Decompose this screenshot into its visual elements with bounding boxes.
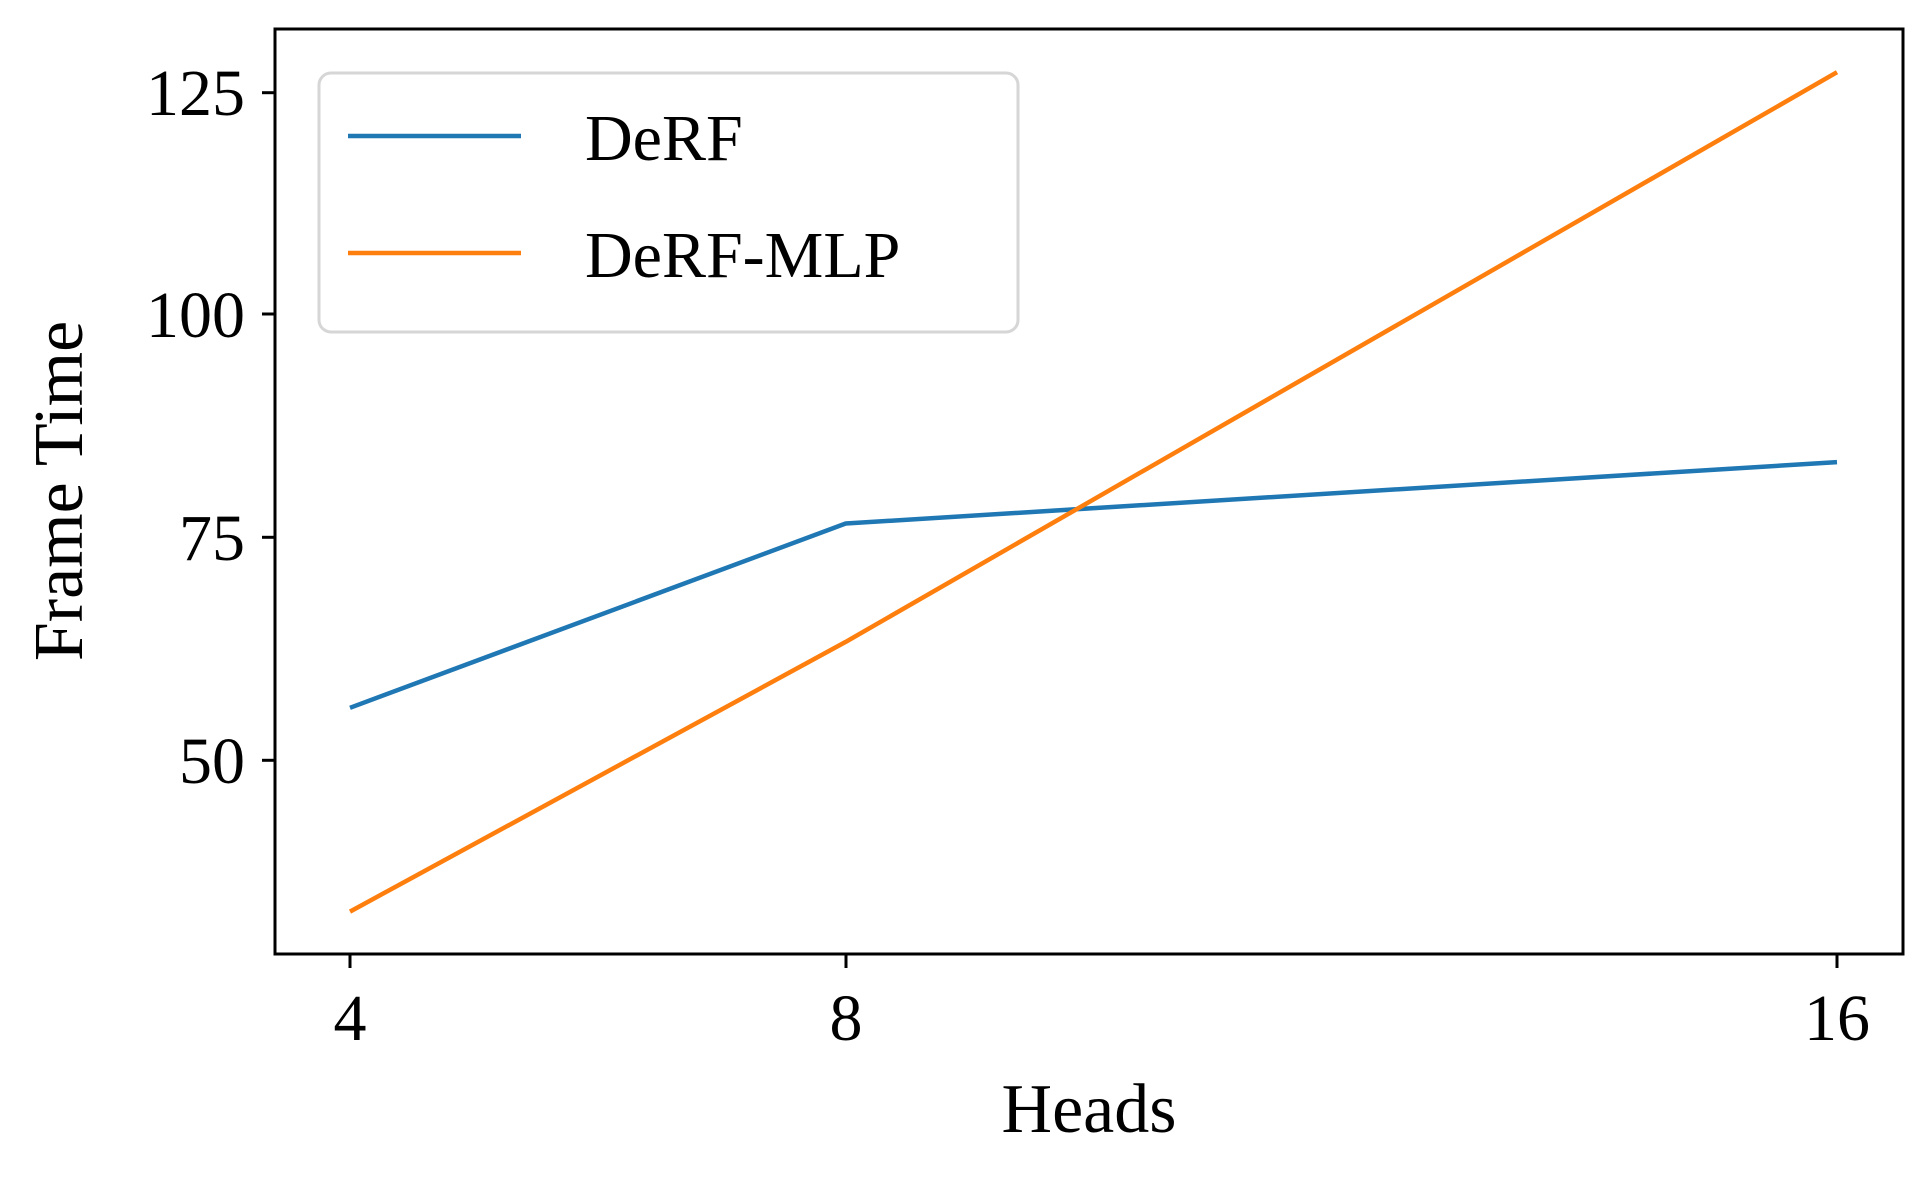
series-line-derf [349,459,1838,710]
series-line-derf-mlp [348,70,1839,914]
y-tick-label-100: 100 [146,279,245,352]
legend: DeRF DeRF-MLP [317,71,1020,334]
y-tick-label-125: 125 [146,57,245,130]
x-tick-label-16: 16 [1804,982,1870,1055]
x-tick-label-4: 4 [334,982,367,1055]
series-layer [348,70,1839,914]
x-tick-label-8: 8 [830,982,863,1055]
y-tick-label-50: 50 [179,725,245,798]
y-axis: 50 75 100 125 [146,57,275,798]
legend-label-derf: DeRF [585,102,743,175]
x-axis-label: Heads [1002,1071,1177,1148]
axes-frame [273,27,1905,956]
legend-label-derf-mlp: DeRF-MLP [585,219,900,292]
y-axis-label: Frame Time [21,321,98,661]
x-axis: 4 8 16 [334,954,1870,1055]
y-tick-label-75: 75 [179,502,245,575]
